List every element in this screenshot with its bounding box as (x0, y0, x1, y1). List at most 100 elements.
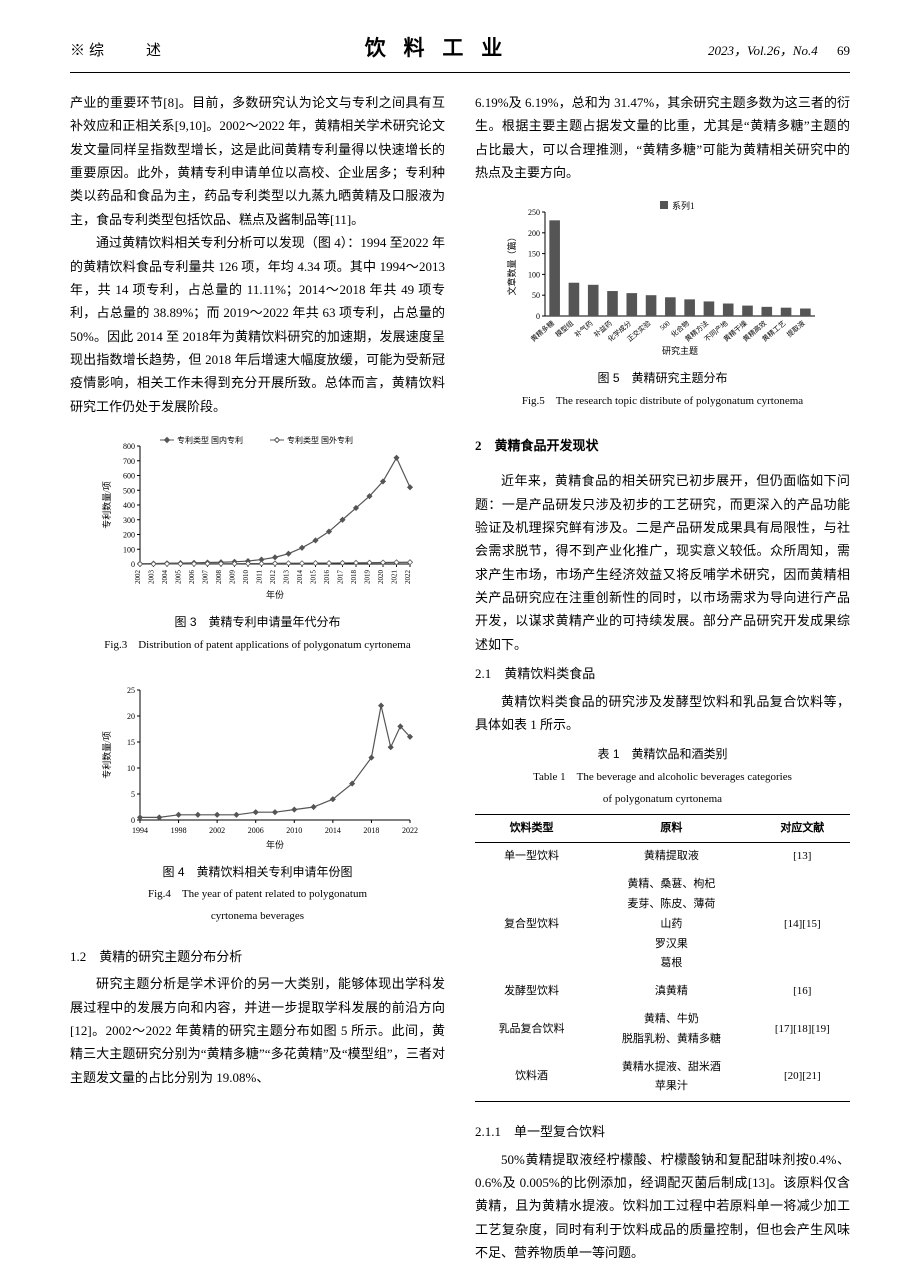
svg-text:专利类型 国外专利: 专利类型 国外专利 (287, 435, 353, 445)
svg-text:2006: 2006 (188, 570, 196, 585)
svg-text:专利数量/项: 专利数量/项 (101, 482, 112, 530)
svg-text:2003: 2003 (147, 570, 155, 585)
header-section-label: ※综 述 (70, 38, 165, 65)
svg-text:2019: 2019 (363, 570, 371, 585)
table-cell: [17][18][19] (755, 1006, 850, 1054)
svg-text:20: 20 (127, 712, 135, 721)
table-cell: 黄精、牛奶脱脂乳粉、黄精多糖 (588, 1006, 754, 1054)
svg-text:500: 500 (123, 487, 135, 496)
svg-text:文章数量（篇）: 文章数量（篇） (506, 233, 517, 296)
svg-text:2011: 2011 (255, 570, 263, 584)
table-cell: [13] (755, 843, 850, 871)
table-cell: 滇黄精 (588, 978, 754, 1006)
svg-text:200: 200 (123, 531, 135, 540)
svg-text:黄精多糖: 黄精多糖 (528, 319, 555, 344)
svg-text:年份: 年份 (265, 589, 283, 600)
left-column: 产业的重要环节[8]。目前，多数研究认为论文与专利之间具有互补效应和正相关系[9… (70, 91, 445, 1265)
left-p2: 通过黄精饮料相关专利分析可以发现（图 4）：1994 至2022 年的黄精饮料食… (70, 231, 445, 418)
svg-text:2014: 2014 (296, 570, 304, 585)
svg-text:2012: 2012 (269, 570, 277, 585)
svg-text:专利数量/项: 专利数量/项 (101, 731, 112, 779)
sec12-title: 1.2 黄精的研究主题分布分析 (70, 945, 445, 968)
svg-text:2015: 2015 (309, 570, 317, 585)
svg-text:0: 0 (131, 816, 135, 825)
svg-text:5: 5 (131, 790, 135, 799)
svg-text:2020: 2020 (377, 570, 385, 585)
svg-text:2002: 2002 (209, 826, 225, 835)
svg-text:专利类型 国内专利: 专利类型 国内专利 (177, 435, 243, 445)
svg-text:2017: 2017 (336, 570, 344, 585)
svg-text:100: 100 (528, 271, 540, 280)
left-p1: 产业的重要环节[8]。目前，多数研究认为论文与专利之间具有互补效应和正相关系[9… (70, 91, 445, 231)
page-header: ※综 述 饮 料 工 业 2023，Vol.26，No.4 69 (70, 30, 850, 73)
right-p4: 50%黄精提取液经柠檬酸、柠檬酸钠和复配甜味剂按0.4%、0.6%及 0.005… (475, 1148, 850, 1265)
right-p1: 6.19%及 6.19%，总和为 31.47%，其余研究主题多数为这三者的衍生。… (475, 91, 850, 185)
svg-text:2016: 2016 (323, 570, 331, 585)
fig3-caption-en: Fig.3 Distribution of patent application… (70, 636, 445, 656)
svg-text:2014: 2014 (324, 826, 340, 835)
fig4-caption-en-l2: cyrtonema beverages (70, 907, 445, 927)
svg-text:2009: 2009 (228, 570, 236, 585)
svg-text:300: 300 (123, 516, 135, 525)
svg-text:2004: 2004 (161, 570, 169, 585)
table1: 饮料类型原料对应文献单一型饮料黄精提取液[13] 复合型饮料黄精、桑葚、枸杞麦芽、… (475, 814, 850, 1103)
fig4-caption-en-l1: Fig.4 The year of patent related to poly… (70, 885, 445, 905)
left-p3: 研究主题分析是学术评价的另一大类别，能够体现出学科发展过程中的发展方向和内容，并… (70, 972, 445, 1089)
fig3-caption-cn: 图 3 黄精专利申请量年代分布 (70, 612, 445, 634)
table-cell: 复合型饮料 (475, 871, 588, 978)
table-cell: 黄精水提液、甜米酒苹果汁 (588, 1054, 754, 1102)
svg-text:2022: 2022 (404, 570, 412, 585)
fig5-caption-cn: 图 5 黄精研究主题分布 (475, 368, 850, 390)
table-header: 饮料类型 (475, 814, 588, 843)
table1-title-en-l2: of polygonatum cyrtonema (475, 790, 850, 810)
table-cell: [16] (755, 978, 850, 1006)
right-p2: 近年来，黄精食品的相关研究已初步展开，但仍面临如下问题：一是产品研发只涉及初步的… (475, 469, 850, 656)
fig4-chart: 0510152025199419982002200620102014201820… (98, 680, 418, 850)
sec21-title: 2.1 黄精饮料类食品 (475, 662, 850, 685)
content-columns: 产业的重要环节[8]。目前，多数研究认为论文与专利之间具有互补效应和正相关系[9… (70, 91, 850, 1265)
page-number: 69 (837, 43, 850, 58)
svg-text:补气药: 补气药 (572, 319, 594, 339)
svg-text:15: 15 (127, 738, 135, 747)
svg-text:2018: 2018 (350, 570, 358, 585)
table-cell: [14][15] (755, 871, 850, 978)
fig3-chart: 0100200300400500600700800200220032004200… (98, 430, 418, 600)
svg-text:1998: 1998 (170, 826, 186, 835)
svg-text:年份: 年份 (265, 839, 283, 850)
svg-text:系列1: 系列1 (672, 200, 695, 211)
table-header: 原料 (588, 814, 754, 843)
right-column: 6.19%及 6.19%，总和为 31.47%，其余研究主题多数为这三者的衍生。… (475, 91, 850, 1265)
svg-text:0: 0 (536, 312, 540, 321)
svg-text:研究主题: 研究主题 (661, 345, 697, 356)
svg-text:250: 250 (528, 208, 540, 217)
svg-text:150: 150 (528, 250, 540, 259)
right-p3: 黄精饮料类食品的研究涉及发酵型饮料和乳品复合饮料等，具体如表 1 所示。 (475, 690, 850, 737)
svg-text:0: 0 (131, 560, 135, 569)
table1-title-cn: 表 1 黄精饮品和酒类别 (475, 744, 850, 766)
svg-text:2021: 2021 (390, 570, 398, 585)
svg-text:模型组: 模型组 (553, 319, 575, 339)
fig4-caption-cn: 图 4 黄精饮料相关专利申请年份图 (70, 862, 445, 884)
svg-text:200: 200 (528, 229, 540, 238)
svg-text:2010: 2010 (286, 826, 302, 835)
table-header: 对应文献 (755, 814, 850, 843)
svg-text:2007: 2007 (201, 570, 209, 585)
svg-text:2005: 2005 (174, 570, 182, 585)
svg-text:100: 100 (123, 546, 135, 555)
svg-text:2010: 2010 (242, 570, 250, 585)
svg-text:600: 600 (123, 472, 135, 481)
table-cell: 单一型饮料 (475, 843, 588, 871)
svg-text:700: 700 (123, 457, 135, 466)
fig5-chart: 050100150200250黄精多糖模型组补气药补益药化学成分正交实验500化… (503, 196, 823, 356)
table-cell: 黄精提取液 (588, 843, 754, 871)
svg-text:1994: 1994 (132, 826, 148, 835)
table-cell: 黄精、桑葚、枸杞麦芽、陈皮、薄荷山药罗汉果葛根 (588, 871, 754, 978)
journal-title: 饮 料 工 业 (365, 30, 509, 68)
table-cell: 发酵型饮料 (475, 978, 588, 1006)
fig5-caption-en: Fig.5 The research topic distribute of p… (475, 392, 850, 412)
svg-text:2008: 2008 (215, 570, 223, 585)
svg-text:500: 500 (658, 319, 672, 332)
svg-text:2002: 2002 (134, 570, 142, 585)
table-cell: 饮料酒 (475, 1054, 588, 1102)
svg-text:2006: 2006 (247, 826, 263, 835)
